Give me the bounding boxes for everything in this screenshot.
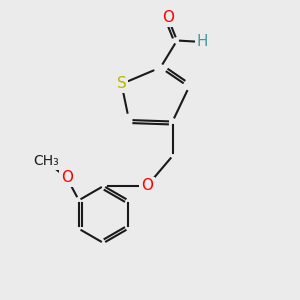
Text: S: S xyxy=(117,76,126,92)
Text: H: H xyxy=(197,34,208,50)
Text: O: O xyxy=(162,11,174,26)
Text: O: O xyxy=(61,170,73,185)
Text: CH₃: CH₃ xyxy=(33,154,59,168)
Text: O: O xyxy=(141,178,153,194)
